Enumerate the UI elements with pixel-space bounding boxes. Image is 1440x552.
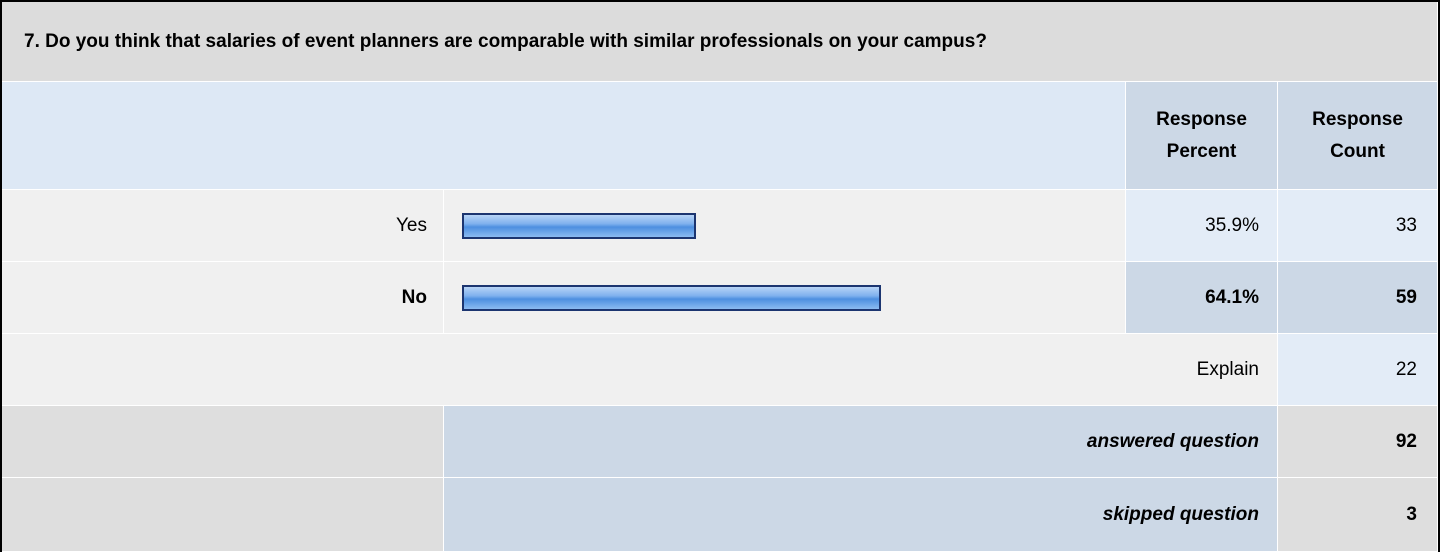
row-label: Yes: [2, 190, 444, 262]
row-percent: 35.9%: [1126, 190, 1278, 262]
row-label: No: [2, 262, 444, 334]
blank-cell: [2, 406, 444, 478]
header-percent: Response Percent: [1126, 82, 1278, 190]
bar: [462, 213, 697, 239]
question-title: 7. Do you think that salaries of event p…: [2, 2, 1438, 82]
explain-count: 22: [1278, 334, 1438, 406]
row-percent: 64.1%: [1126, 262, 1278, 334]
bar-cell: [444, 262, 1126, 334]
bar: [462, 285, 881, 311]
header-blank: [2, 82, 1126, 190]
bar-cell: [444, 190, 1126, 262]
header-count: Response Count: [1278, 82, 1438, 190]
skipped-count: 3: [1278, 478, 1438, 552]
row-count: 59: [1278, 262, 1438, 334]
explain-label: Explain: [2, 334, 1278, 406]
skipped-label: skipped question: [444, 478, 1278, 552]
row-count: 33: [1278, 190, 1438, 262]
answered-count: 92: [1278, 406, 1438, 478]
answered-label: answered question: [444, 406, 1278, 478]
blank-cell: [2, 478, 444, 552]
